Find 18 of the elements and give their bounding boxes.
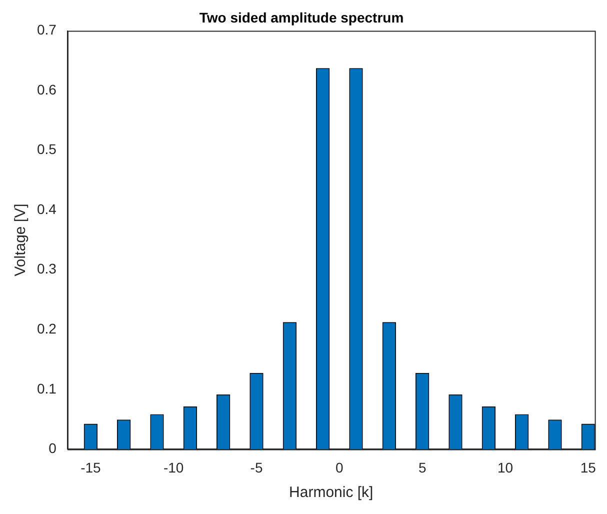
y-tick-label: 0.1 [36,380,57,396]
x-tick-label: 5 [418,459,426,476]
y-tick-label: 0.6 [36,81,57,98]
chart-title: Two sided amplitude spectrum [199,9,404,26]
x-tick-label: -15 [80,459,102,476]
x-tick-label: -5 [250,459,263,476]
y-tick-label: 0.4 [36,200,57,217]
y-tick-label: 0.3 [36,260,57,277]
y-tick-label: 0.2 [36,320,57,337]
y-tick-label: 0.7 [36,22,57,38]
y-tick-label: 0 [48,440,57,456]
y-axis-title: Voltage [V] [12,204,30,276]
x-tick-label: 0 [336,459,344,476]
x-tick-label: -10 [163,459,184,476]
x-tick-label: 10 [497,459,514,476]
x-axis-title: Harmonic [k] [289,484,374,502]
x-tick-label: 15 [580,459,596,476]
y-tick-label: 0.5 [36,141,57,158]
